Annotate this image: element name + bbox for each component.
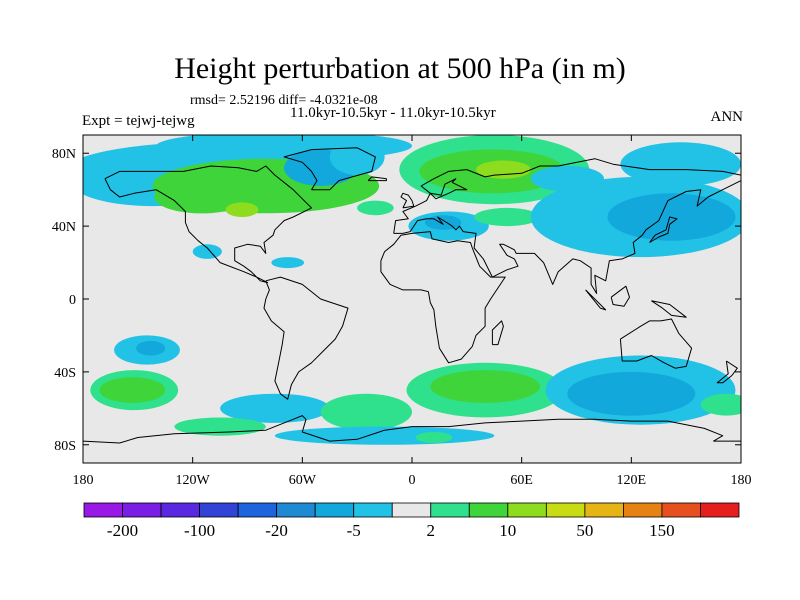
colorbar: -200 -100 -20 -5 2 10 50 150 xyxy=(83,502,740,540)
contour-region-14 xyxy=(474,207,540,227)
colorbar-box xyxy=(545,502,586,518)
colorbar-box xyxy=(160,502,200,518)
y-tick-label: 40N xyxy=(52,220,76,235)
colorbar-box xyxy=(507,502,547,518)
colorbar-box xyxy=(468,502,509,518)
colorbar-label: 10 xyxy=(499,521,516,540)
colorbar-box xyxy=(199,502,239,518)
y-tick-label: 80S xyxy=(54,439,76,454)
contour-region-26 xyxy=(320,393,412,431)
contour-region-19 xyxy=(192,244,222,259)
chart-title: Height perturbation at 500 hPa (in m) xyxy=(174,52,626,85)
period-label: 11.0kyr-10.5kyr - 11.0kyr-10.5kyr xyxy=(290,105,496,121)
colorbar-box xyxy=(661,502,701,518)
x-tick-label: 180 xyxy=(73,473,94,488)
colorbar-label: -5 xyxy=(347,521,361,540)
coastline-south-america xyxy=(263,276,349,400)
contour-region-10 xyxy=(329,138,385,176)
contour-region-11 xyxy=(357,200,394,216)
colorbar-label: 2 xyxy=(427,521,436,540)
coastline-eurasia xyxy=(393,158,741,294)
coastline-antarctica xyxy=(83,415,741,444)
colorbar-box xyxy=(314,502,355,518)
colorbar-box xyxy=(391,502,432,518)
colorbar-box xyxy=(623,502,663,518)
coastline-sumatra xyxy=(585,289,607,311)
y-tick-label: 80N xyxy=(52,147,76,162)
contour-region-24 xyxy=(99,377,166,403)
colorbar-label: -20 xyxy=(265,521,288,540)
coastline-scandinavia-gulf xyxy=(429,178,468,200)
contour-region-33 xyxy=(274,426,495,445)
axis-ticks: 180 120W 60W 0 60E 120E 180 80N 40N 0 40S 80S xyxy=(52,135,752,488)
contour-region-22 xyxy=(136,340,166,356)
contour-region-29 xyxy=(430,370,540,403)
coastlines xyxy=(83,147,741,444)
contour-region-4 xyxy=(154,180,250,214)
colorbar-box xyxy=(237,502,278,518)
coastline-greenland xyxy=(283,147,376,191)
experiment-label: Expt = tejwj-tejwg xyxy=(82,113,195,129)
coastline-new-zealand xyxy=(716,360,738,384)
x-tick-label: 0 xyxy=(409,473,416,488)
coastline-australia xyxy=(619,318,693,369)
contour-layer xyxy=(83,135,741,445)
colorbar-label: -200 xyxy=(107,521,138,540)
coastline-japan xyxy=(649,216,678,243)
y-tick-label: 40S xyxy=(54,366,76,381)
colorbar-box xyxy=(584,502,624,518)
coastline-uk xyxy=(400,192,415,209)
season-label: ANN xyxy=(710,109,744,125)
contour-region-20 xyxy=(271,257,305,269)
contour-region-32 xyxy=(700,393,741,416)
colorbar-box xyxy=(122,502,162,518)
y-tick-label: 0 xyxy=(69,293,76,308)
colorbar-label: 50 xyxy=(576,521,593,540)
colorbar-box xyxy=(700,502,740,518)
colorbar-box xyxy=(276,502,316,518)
contour-region-6 xyxy=(225,202,259,217)
colorbar-box xyxy=(353,502,393,518)
colorbar-box xyxy=(83,502,123,518)
contour-region-9 xyxy=(476,160,531,179)
x-tick-label: 60E xyxy=(510,473,533,488)
contour-region-34 xyxy=(415,432,453,443)
rmsd-diff-stats: rmsd= 2.52196 diff= -4.0321e-08 xyxy=(190,93,378,108)
coastline-africa xyxy=(380,231,506,364)
x-tick-label: 120E xyxy=(617,473,647,488)
colorbar-label: -100 xyxy=(184,521,215,540)
coastline-borneo xyxy=(610,285,630,307)
contour-region-13 xyxy=(424,215,462,230)
coastline-madagascar xyxy=(491,320,504,346)
coastline-new-guinea xyxy=(651,300,687,318)
x-tick-label: 60W xyxy=(289,473,317,488)
colorbar-box xyxy=(430,502,470,518)
contour-region-31 xyxy=(567,371,696,416)
x-tick-label: 180 xyxy=(731,473,752,488)
x-tick-label: 120W xyxy=(176,473,211,488)
coastline-iceland xyxy=(367,176,387,182)
coastline-north-america xyxy=(104,165,312,284)
colorbar-label: 150 xyxy=(649,521,675,540)
contour-region-16 xyxy=(620,142,741,187)
